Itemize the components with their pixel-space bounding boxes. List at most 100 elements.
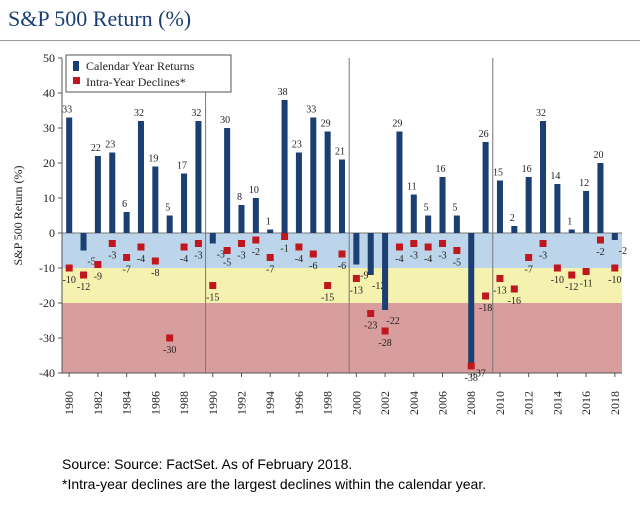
marker-label-2003: -4 bbox=[395, 254, 403, 265]
legend-marker-swatch bbox=[73, 77, 80, 84]
marker-1983 bbox=[108, 240, 116, 247]
bar-1999 bbox=[338, 159, 346, 233]
x-tick-label: 1990 bbox=[206, 391, 220, 415]
marker-label-1989: -3 bbox=[194, 251, 202, 262]
marker-2012 bbox=[525, 254, 533, 261]
bar-label-1997: 33 bbox=[306, 105, 316, 116]
x-tick-label: 2012 bbox=[522, 391, 536, 415]
marker-label-2013: -3 bbox=[539, 251, 547, 262]
marker-label-1983: -3 bbox=[108, 251, 116, 262]
x-tick-label: 2014 bbox=[550, 391, 564, 415]
marker-1991 bbox=[223, 247, 231, 254]
bar-2012 bbox=[525, 177, 532, 233]
bar-label-1991: 30 bbox=[220, 115, 230, 126]
marker-label-1984: -7 bbox=[122, 265, 130, 276]
marker-label-1988: -4 bbox=[180, 254, 188, 265]
marker-1997 bbox=[309, 250, 317, 258]
bar-1998 bbox=[324, 131, 331, 233]
marker-label-1994: -7 bbox=[266, 265, 274, 276]
marker-2010 bbox=[496, 275, 504, 282]
bar-1982 bbox=[94, 156, 101, 233]
x-tick-label: 1998 bbox=[321, 391, 335, 415]
bar-label-1998: 29 bbox=[321, 119, 331, 130]
marker-1993 bbox=[252, 236, 260, 244]
bar-label-1990: -3 bbox=[217, 250, 225, 261]
y-tick-label: -40 bbox=[39, 366, 55, 380]
source-note: Source: Source: FactSet. As of February … bbox=[62, 456, 353, 472]
legend-bar-swatch bbox=[73, 61, 79, 71]
bar-2017 bbox=[597, 163, 604, 233]
bar-label-2018: -2 bbox=[619, 246, 627, 257]
bar-1985 bbox=[137, 121, 144, 233]
marker-label-2007: -5 bbox=[453, 258, 461, 269]
marker-label-1992: -3 bbox=[237, 251, 245, 262]
bar-2011 bbox=[511, 226, 518, 233]
x-tick-label: 1996 bbox=[292, 391, 306, 415]
bar-label-1981: -5 bbox=[87, 257, 95, 268]
marker-1984 bbox=[123, 254, 131, 261]
bar-label-1984: 6 bbox=[122, 199, 127, 210]
bar-label-1994: 1 bbox=[266, 217, 271, 228]
bar-label-2008: -37 bbox=[473, 369, 486, 380]
marker-label-2017: -2 bbox=[596, 247, 604, 258]
bar-label-1980: 33 bbox=[62, 105, 72, 116]
bar-1988 bbox=[181, 173, 188, 233]
bar-label-2006: 16 bbox=[436, 164, 446, 175]
marker-label-1985: -4 bbox=[137, 254, 145, 265]
marker-2007 bbox=[453, 247, 461, 254]
bar-label-2005: 5 bbox=[424, 203, 429, 214]
marker-label-2018: -10 bbox=[608, 275, 621, 286]
marker-2006 bbox=[439, 240, 447, 247]
bar-2015 bbox=[568, 229, 575, 233]
y-tick-label: 50 bbox=[43, 51, 55, 65]
marker-1987 bbox=[166, 334, 174, 342]
bar-1993 bbox=[252, 198, 259, 233]
bar-1980 bbox=[66, 117, 73, 233]
bar-2018 bbox=[611, 233, 618, 240]
bar-label-2017: 20 bbox=[593, 150, 603, 161]
marker-2003 bbox=[395, 243, 403, 251]
marker-2014 bbox=[553, 264, 561, 272]
marker-1998 bbox=[324, 282, 332, 289]
marker-1995 bbox=[281, 233, 289, 240]
x-tick-label: 1994 bbox=[263, 391, 277, 415]
marker-1994 bbox=[266, 254, 274, 261]
bar-label-1993: 10 bbox=[249, 185, 259, 196]
marker-2013 bbox=[539, 240, 547, 247]
bar-label-2011: 2 bbox=[510, 213, 515, 224]
bar-2003 bbox=[396, 131, 403, 233]
bar-1990 bbox=[209, 233, 216, 244]
bar-label-1996: 23 bbox=[292, 140, 302, 151]
y-axis-label: S&P 500 Return (%) bbox=[11, 166, 25, 266]
y-tick-label: -20 bbox=[39, 296, 55, 310]
legend-bar-label: Calendar Year Returns bbox=[86, 59, 195, 73]
bar-label-1995: 38 bbox=[278, 87, 288, 98]
footnote: *Intra-year declines are the largest dec… bbox=[62, 476, 487, 492]
bar-label-2009: 26 bbox=[479, 129, 489, 140]
marker-label-1998: -15 bbox=[321, 293, 334, 304]
bar-2007 bbox=[453, 215, 460, 233]
marker-label-2002: -28 bbox=[378, 338, 391, 349]
bar-1983 bbox=[109, 152, 116, 233]
bar-label-2000: -9 bbox=[360, 271, 368, 282]
bar-2014 bbox=[554, 184, 561, 233]
y-tick-label: 0 bbox=[49, 226, 55, 240]
legend-box bbox=[65, 54, 232, 93]
bar-2005 bbox=[425, 215, 432, 233]
marker-label-2010: -13 bbox=[493, 286, 506, 297]
x-tick-label: 2006 bbox=[436, 391, 450, 415]
marker-label-1990: -15 bbox=[206, 293, 219, 304]
marker-label-2014: -10 bbox=[551, 275, 564, 286]
bar-label-1992: 8 bbox=[237, 192, 242, 203]
marker-label-1982: -9 bbox=[94, 272, 102, 283]
marker-label-1995: -1 bbox=[280, 244, 288, 255]
marker-label-1993: -2 bbox=[252, 247, 260, 258]
band-1 bbox=[62, 268, 622, 303]
marker-2018 bbox=[611, 264, 619, 272]
bar-1996 bbox=[295, 152, 302, 233]
bar-label-2014: 14 bbox=[550, 171, 560, 182]
marker-2015 bbox=[568, 271, 576, 279]
band-2 bbox=[62, 303, 622, 373]
bar-1986 bbox=[152, 166, 159, 233]
marker-1999 bbox=[338, 250, 346, 258]
